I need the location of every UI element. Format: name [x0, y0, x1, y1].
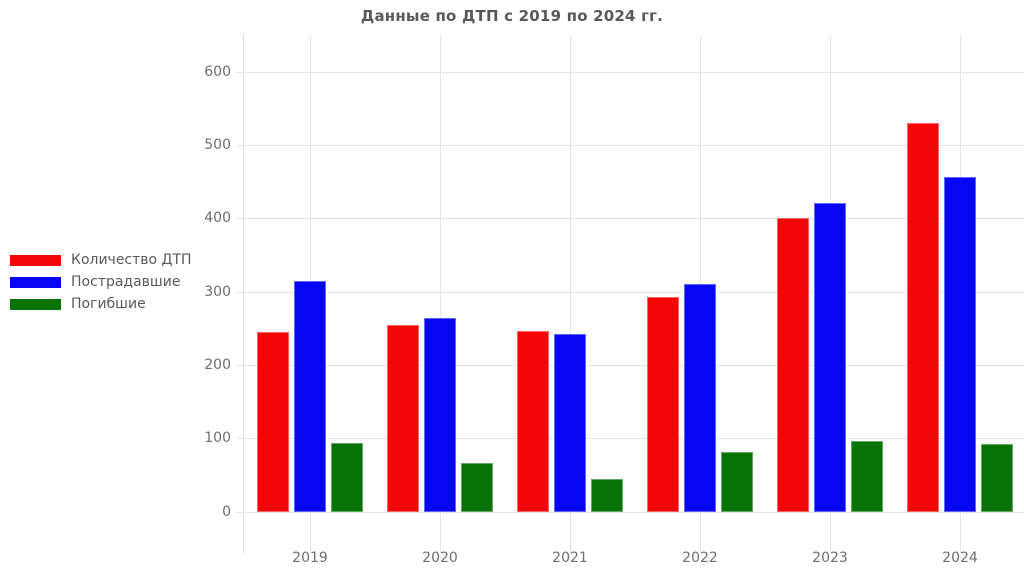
y-tick-label: 400 [204, 210, 231, 227]
bar-2024-series-1 [944, 177, 976, 512]
legend-item: Количество ДТП [10, 249, 192, 271]
bar-2022-series-0 [647, 296, 679, 512]
legend-swatch [10, 298, 61, 310]
y-gridline [236, 511, 1024, 513]
bar-2021-series-2 [591, 478, 623, 512]
x-tick-label: 2019 [292, 550, 328, 566]
y-axis-spine [243, 35, 244, 553]
y-gridline [236, 71, 1024, 73]
x-gridline [440, 35, 441, 553]
x-tick-label: 2023 [812, 550, 848, 566]
bar-2021-series-0 [517, 330, 549, 512]
plot-area: 0 100 200 300 400 500 600 2019 2020 2021 2022 2023 2… [204, 35, 1024, 566]
y-tick-label: 500 [204, 137, 231, 154]
bar-2020-series-2 [461, 463, 493, 512]
bar-2019-series-2 [331, 442, 363, 512]
bar-2023-series-1 [814, 202, 846, 512]
legend-item: Пострадавшие [10, 271, 192, 293]
legend-label: Пострадавшие [71, 274, 181, 290]
bar-2022-series-2 [721, 452, 753, 512]
x-tick-label: 2024 [942, 550, 978, 566]
x-tick-label: 2020 [422, 550, 458, 566]
legend-label: Погибшие [71, 296, 146, 312]
y-gridline [236, 438, 1024, 440]
bar-2020-series-0 [387, 324, 419, 512]
legend-swatch [10, 276, 61, 288]
bar-2023-series-0 [777, 218, 809, 512]
legend-label: Количество ДТП [71, 252, 192, 268]
y-gridline [236, 365, 1024, 367]
y-tick-label: 200 [204, 357, 231, 374]
chart-legend: Количество ДТП Пострадавшие Погибшие [10, 249, 192, 315]
y-tick-label: 100 [204, 430, 231, 447]
bar-2021-series-1 [554, 333, 586, 512]
bar-2024-series-2 [981, 444, 1013, 512]
y-gridline [236, 291, 1024, 293]
bar-2022-series-1 [684, 284, 716, 512]
legend-item: Погибшие [10, 293, 192, 315]
y-tick-label: 300 [204, 283, 231, 300]
bar-2023-series-2 [851, 441, 883, 512]
y-tick-label: 600 [204, 63, 231, 80]
x-gridline [570, 35, 571, 553]
legend-swatch [10, 254, 61, 266]
x-tick-label: 2022 [682, 550, 718, 566]
bar-2024-series-0 [907, 123, 939, 512]
bar-2019-series-0 [257, 332, 289, 512]
bar-2020-series-1 [424, 318, 456, 512]
y-gridline [236, 145, 1024, 147]
y-gridline [236, 218, 1024, 220]
y-tick-label: 0 [222, 503, 231, 520]
x-tick-label: 2021 [552, 550, 588, 566]
bar-2019-series-1 [294, 281, 326, 512]
chart-title: Данные по ДТП с 2019 по 2024 гг. [360, 7, 664, 25]
